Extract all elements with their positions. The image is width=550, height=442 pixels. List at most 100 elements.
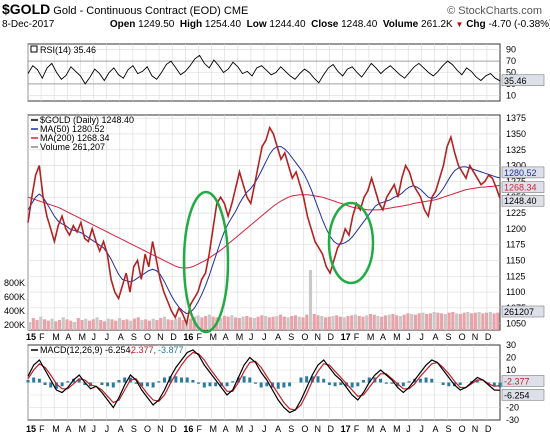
macd-x-tick-label-22: N [314,424,321,434]
macd-tick-label: -20 [506,403,519,413]
macd-histogram-bar [367,377,371,383]
macd-legend-2: -3.877 [158,345,184,355]
x-tick-label-5: J [92,332,97,342]
x-tick-label-25: F [354,332,360,342]
macd-x-tick-label-29: J [406,424,411,434]
macd-x-tick-label-21: O [301,424,308,434]
macd-legend-0: MACD(12,26,9) -6.254, [40,345,133,355]
volume-bar [398,316,403,330]
macd-histogram-bar [197,382,201,384]
macd-histogram-bar [231,381,235,383]
macd-histogram-bar [447,382,451,387]
rsi-line [27,54,501,85]
price-tick-label: 1375 [506,113,526,123]
macd-histogram-bar [54,382,58,389]
volume-last-value: 261207 [504,307,534,317]
x-tick-label-15: A [223,332,229,342]
volume-bar [368,314,373,330]
macd-histogram-bar [145,382,149,387]
macd-histogram-bar [100,382,104,385]
low-value: 1244.40 [269,19,306,30]
volume-bar [144,319,148,330]
volume-bar [132,318,137,330]
macd-signal-last-value: -2.377 [504,376,530,386]
volume-bar [121,320,125,330]
macd-x-tick-label-3: A [65,424,71,434]
macd-histogram-bar [498,382,502,388]
macd-histogram-bar [60,382,64,387]
volume-bar [252,318,256,330]
macd-histogram-bar [418,378,422,383]
volume-bar [151,318,155,330]
price-tick-label: 1100 [506,287,525,297]
macd-histogram-bar [282,382,286,388]
macd-histogram-bar [123,377,127,383]
exchange: CME [223,5,249,17]
x-tick-label-9: O [144,332,151,342]
volume-bar [102,321,107,330]
x-tick-label-30: J [419,332,424,342]
price-legend-0: $GOLD (Daily) 1248.40 [40,115,134,125]
x-tick-label-27: A [380,332,386,342]
volume-bar [395,315,399,330]
volume-bar [410,314,414,330]
macd-x-tick-label-13: F [196,424,202,434]
macd-histogram-bar [32,377,36,383]
macd-x-tick-label-24: 17 [341,424,351,434]
macd-x-tick-label-16: M [236,424,244,434]
macd-histogram-bar [140,382,144,387]
x-tick-label-18: J [262,332,267,342]
macd-x-tick-label-5: J [92,424,97,434]
macd-x-tick-label-6: J [105,424,110,434]
volume-bar [305,314,309,330]
macd-histogram-bar [475,380,479,383]
volume-bar [353,314,358,330]
rsi-tick-label: 50 [506,68,516,78]
volume-bar [54,321,58,330]
macd-histogram-bar [253,382,257,384]
price-tick-label: 1050 [506,319,526,329]
x-tick-label-12: 16 [183,332,193,342]
macd-tick-label: 20 [506,353,516,363]
macd-histogram-bar [66,381,70,383]
volume-bar [189,318,193,330]
x-tick-label-35: D [485,332,492,342]
x-tick-label-14: M [210,332,218,342]
symbol-description: Gold - Continuous Contract (EOD) [53,5,221,17]
volume-bar [46,320,50,330]
macd-histogram-bar [111,382,115,388]
volume-bar [42,319,47,330]
x-tick-label-24: 17 [341,332,351,342]
x-tick-label-23: D [328,332,335,342]
volume-bar [331,316,335,330]
volume-bar [219,318,223,330]
volume-bar [485,312,489,330]
volume-bar [237,318,241,330]
volume-bar [481,313,485,330]
watermark: © StockCharts.com [447,5,542,17]
macd-histogram-bar [327,382,331,385]
volume-bar [230,315,234,330]
volume-bar [91,319,95,330]
macd-histogram-bar [430,378,434,383]
x-tick-label-31: A [432,332,438,342]
volume-bar [462,312,466,330]
x-tick-label-28: M [393,332,401,342]
macd-x-tick-label-32: S [446,424,452,434]
volume-bar [155,320,159,330]
x-tick-label-6: J [105,332,110,342]
price-tick-label: 1175 [506,240,525,250]
price-tick-label: 1225 [506,208,526,218]
volume-bar [432,312,436,330]
price-tick-label: 1350 [506,129,526,139]
volume-bar [308,270,313,330]
quote-date: 8-Dec-2017 [2,19,55,30]
macd-histogram-bar [106,382,110,387]
macd-histogram-bar [350,382,354,388]
macd-histogram-bar [492,382,496,387]
volume-bar [365,315,369,330]
volume-bar [342,317,346,330]
macd-histogram-bar [276,382,280,389]
volume-bar [496,312,500,330]
macd-histogram-bar [333,382,337,387]
